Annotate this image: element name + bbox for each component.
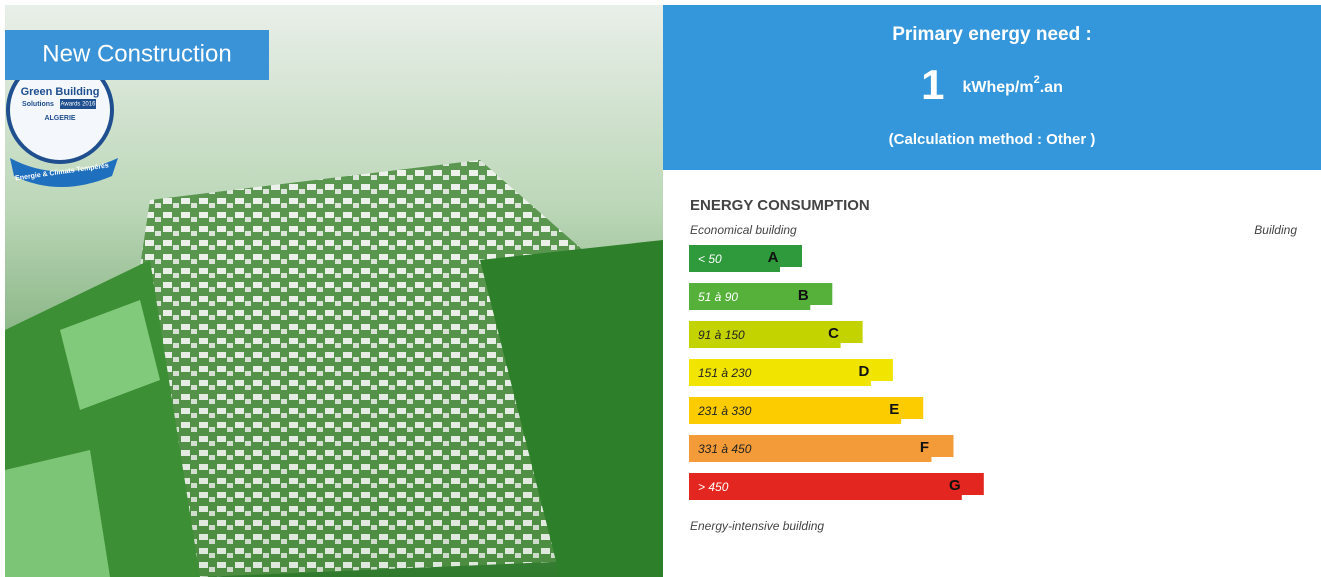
rating-bar [689, 283, 811, 310]
rating-letter: E [889, 401, 899, 418]
aerial-image [5, 5, 663, 577]
rating-range: 91 à 150 [698, 328, 745, 342]
unit: .an [1040, 79, 1063, 96]
badge: New Construction [42, 40, 231, 67]
rating-bar [689, 473, 962, 500]
rating-range: 51 à 90 [698, 290, 738, 304]
rating-bar [689, 397, 902, 424]
rating-range: 331 à 450 [698, 442, 752, 456]
rating-bar [689, 435, 932, 462]
rating-letter: D [858, 363, 869, 380]
rating-letter: G [949, 477, 961, 494]
calculation-method: (Calculation method : Other ) [889, 131, 1096, 148]
badge-bg [5, 30, 269, 80]
scale-top-label: Economical building [690, 223, 797, 237]
energy-need-title: Primary energy need : [892, 24, 1092, 45]
section-heading: ENERGY CONSUMPTION [690, 197, 870, 214]
logo-text: Awards 2016 [61, 102, 97, 108]
rating-letter: B [798, 287, 809, 304]
value: 1 [921, 61, 944, 108]
rating-bar [689, 359, 871, 386]
unit: kWhep/m [962, 79, 1033, 96]
unit-sup: 2 [1034, 74, 1040, 86]
rating-range: > 450 [698, 480, 729, 494]
energy-need-panel [663, 5, 1321, 170]
logo-text: ALGERIE [44, 115, 75, 122]
energy-need-value: 1 kWhep/m2.an [921, 61, 1063, 108]
logo-text: Green Building [21, 86, 100, 98]
logo-text: Solutions [22, 101, 54, 108]
rating-letter: F [920, 439, 929, 456]
rating-range: 151 à 230 [698, 366, 752, 380]
rating-range: < 50 [698, 252, 722, 266]
rating-range: 231 à 330 [697, 404, 752, 418]
rating-bar [689, 321, 841, 348]
rating-letter: A [768, 249, 779, 266]
scale-top-label: Building [1254, 223, 1297, 237]
rating-bar [689, 245, 780, 272]
rating-letter: C [828, 325, 839, 342]
scale-bottom-label: Energy-intensive building [690, 519, 824, 533]
